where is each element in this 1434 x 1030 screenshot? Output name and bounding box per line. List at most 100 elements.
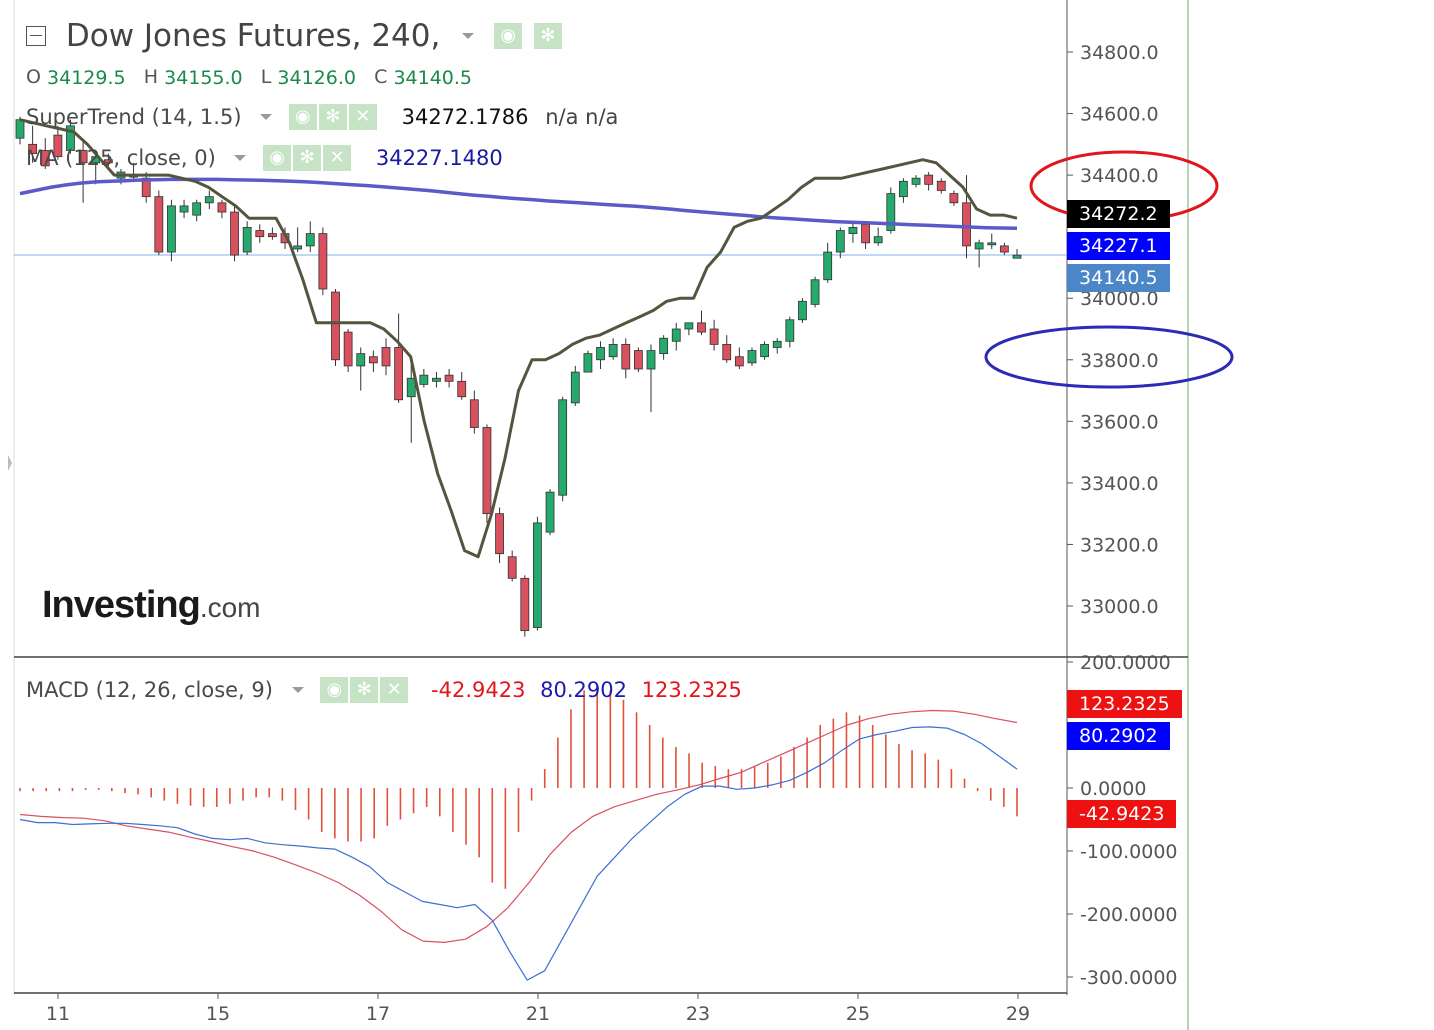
candle-body bbox=[848, 227, 858, 234]
candle-body bbox=[53, 134, 63, 158]
supertrend-value: 34272.1786 bbox=[401, 105, 529, 129]
candle-body bbox=[722, 343, 732, 361]
macd-tick-label: -300.0000 bbox=[1080, 967, 1178, 989]
candle-body bbox=[179, 205, 189, 213]
candle-body bbox=[154, 196, 164, 253]
collapse-icon[interactable] bbox=[26, 25, 46, 46]
candle-body bbox=[293, 245, 303, 250]
candle-body bbox=[217, 202, 227, 213]
candle-body bbox=[608, 343, 618, 358]
candle-body bbox=[469, 399, 479, 428]
eye-icon[interactable]: ◉ bbox=[494, 22, 523, 49]
candle-body bbox=[66, 125, 75, 151]
ohlc-readout: O 34129.5 H 34155.0 L 34126.0 C 34140.5 bbox=[26, 66, 472, 89]
macd-axis: 200.0000 0.0000 -100.0000 -200.0000 -300.000… bbox=[1067, 652, 1178, 989]
candle-body bbox=[419, 374, 429, 385]
low-value: 34126.0 bbox=[277, 66, 356, 89]
close-icon[interactable]: ✕ bbox=[323, 145, 352, 171]
candle-body bbox=[999, 245, 1009, 253]
candle-body bbox=[659, 337, 669, 355]
candle-body bbox=[533, 522, 542, 628]
hist-value-label: -42.9423 bbox=[1067, 800, 1177, 828]
high-key: H bbox=[143, 66, 159, 89]
candle-body bbox=[15, 119, 25, 139]
price-tick-label: 33200.0 bbox=[1080, 534, 1159, 556]
candle-body bbox=[697, 322, 706, 333]
candle-body bbox=[835, 230, 845, 253]
candle-body bbox=[558, 399, 568, 496]
candle-body bbox=[596, 347, 605, 361]
candle-body bbox=[406, 377, 416, 398]
supertrend-extra: n/a n/a bbox=[545, 105, 619, 129]
macd-hist-value: -42.9423 bbox=[431, 678, 526, 702]
candle-body bbox=[1012, 254, 1022, 259]
price-tick-label: 33000.0 bbox=[1080, 596, 1159, 618]
candle-body bbox=[432, 377, 441, 382]
macd-label: MACD (12, 26, close, 9) bbox=[26, 678, 273, 702]
macd-line-value: 80.2902 bbox=[540, 678, 627, 702]
chevron-down-icon[interactable] bbox=[462, 32, 475, 39]
candle-body bbox=[255, 230, 265, 238]
candle-body bbox=[747, 350, 757, 364]
chevron-down-icon[interactable] bbox=[260, 114, 273, 120]
price-tick-label: 33400.0 bbox=[1080, 473, 1159, 495]
candle-body bbox=[886, 193, 896, 231]
candle-body bbox=[684, 322, 694, 330]
close-icon[interactable]: ✕ bbox=[348, 104, 377, 130]
logo-suffix: .com bbox=[199, 592, 261, 623]
gear-icon[interactable]: ✻ bbox=[318, 104, 347, 130]
candlestick-series bbox=[15, 116, 1022, 637]
supertrend-legend: SuperTrend (14, 1.5) ◉ ✻ ✕ 34272.1786 n/a … bbox=[26, 104, 618, 130]
supertrend-label: SuperTrend (14, 1.5) bbox=[26, 105, 242, 129]
high-value: 34155.0 bbox=[164, 66, 243, 89]
symbol-legend: Dow Jones Futures, 240, ◉ ✻ bbox=[26, 16, 564, 54]
macd-tick-label: -100.0000 bbox=[1080, 841, 1178, 863]
macd-signal-value: 123.2325 bbox=[641, 678, 742, 702]
macd-tick-label: 0.0000 bbox=[1080, 778, 1146, 800]
chevron-down-icon[interactable] bbox=[291, 687, 304, 693]
time-tick-label: 25 bbox=[846, 1003, 870, 1025]
ma-price-label: 34227.1 bbox=[1067, 232, 1170, 260]
ma-value: 34227.1480 bbox=[375, 146, 503, 170]
candle-body bbox=[911, 177, 921, 185]
time-tick-label: 23 bbox=[686, 1003, 710, 1025]
eye-icon[interactable]: ◉ bbox=[320, 677, 349, 703]
candle-body bbox=[671, 328, 681, 342]
candle-body bbox=[583, 353, 593, 373]
candle-body bbox=[457, 380, 467, 398]
candle-body bbox=[962, 202, 971, 247]
price-tick-label: 34800.0 bbox=[1080, 42, 1159, 64]
candle-body bbox=[167, 205, 176, 253]
candle-body bbox=[507, 556, 517, 579]
close-icon[interactable]: ✕ bbox=[380, 677, 409, 703]
macd-tick-label: -200.0000 bbox=[1080, 904, 1178, 926]
candle-body bbox=[798, 300, 807, 321]
eye-icon[interactable]: ◉ bbox=[263, 145, 292, 171]
candle-body bbox=[709, 328, 719, 345]
chart-frame bbox=[8, 0, 1189, 1030]
candle-body bbox=[545, 491, 555, 533]
candle-body bbox=[949, 193, 959, 204]
open-value: 34129.5 bbox=[47, 66, 126, 89]
candle-body bbox=[621, 343, 631, 370]
logo-main: Investing bbox=[42, 584, 201, 626]
gear-icon[interactable]: ✻ bbox=[350, 677, 379, 703]
candle-body bbox=[899, 180, 908, 198]
investing-logo: Investing.com bbox=[42, 584, 261, 627]
candle-body bbox=[785, 319, 795, 342]
gear-icon[interactable]: ✻ bbox=[293, 145, 322, 171]
eye-icon[interactable]: ◉ bbox=[288, 104, 317, 130]
candle-body bbox=[394, 347, 404, 401]
candle-body bbox=[204, 196, 214, 204]
candle-body bbox=[924, 174, 934, 185]
candle-body bbox=[520, 577, 530, 632]
candle-body bbox=[343, 331, 353, 367]
gear-icon[interactable]: ✻ bbox=[533, 22, 562, 49]
candle-body bbox=[368, 356, 378, 364]
candle-body bbox=[495, 513, 504, 555]
blue-annotation-ellipse bbox=[984, 325, 1234, 389]
candle-body bbox=[570, 371, 580, 404]
chevron-down-icon[interactable] bbox=[234, 155, 247, 161]
time-tick-label: 17 bbox=[366, 1003, 390, 1025]
